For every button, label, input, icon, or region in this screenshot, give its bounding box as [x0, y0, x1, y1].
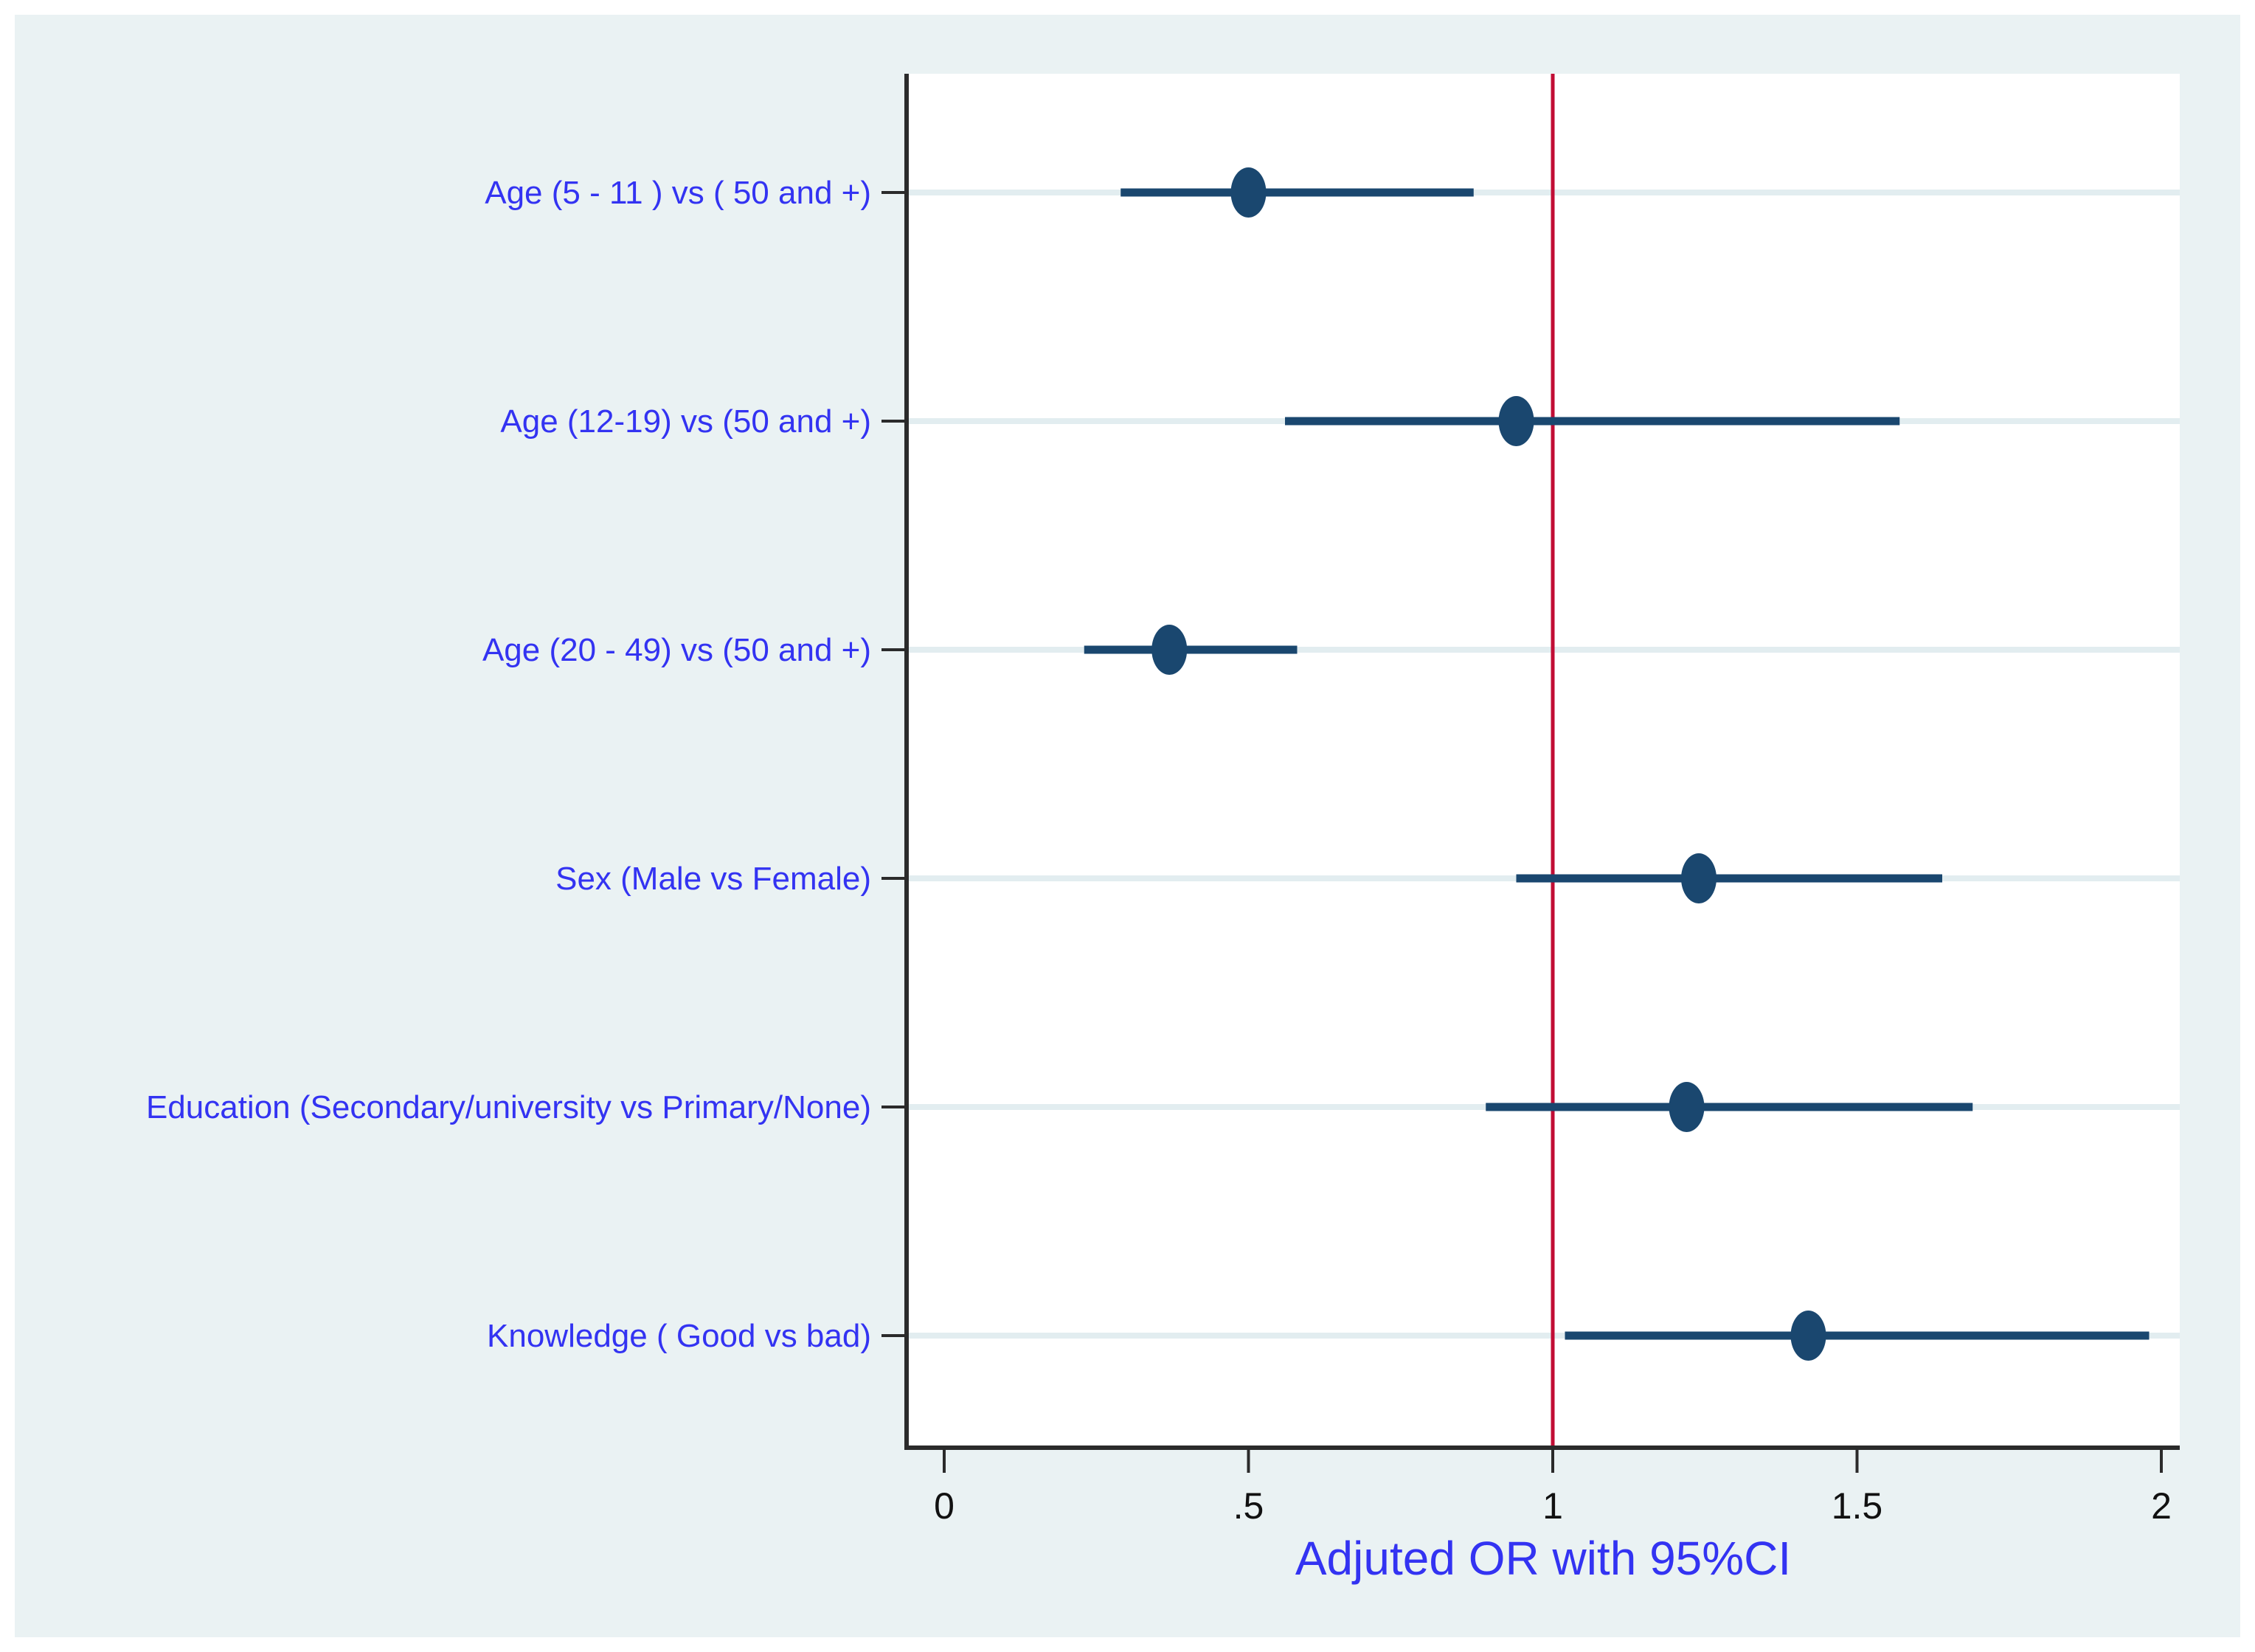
x-tick-label: 1	[1542, 1485, 1563, 1527]
or-marker	[1151, 625, 1188, 675]
axes-layer	[881, 74, 2180, 1473]
x-tick-label: 1.5	[1832, 1485, 1883, 1527]
category-label: Age (12-19) vs (50 and +)	[500, 403, 871, 440]
or-marker	[1498, 396, 1534, 446]
x-tick-label: 0	[934, 1485, 955, 1527]
category-label: Sex (Male vs Female)	[555, 861, 871, 897]
or-marker	[1790, 1311, 1826, 1361]
data-layer	[1084, 167, 2150, 1361]
category-label: Knowledge ( Good vs bad)	[487, 1318, 871, 1354]
or-marker	[1669, 1082, 1705, 1132]
labels-layer: Age (5 - 11 ) vs ( 50 and +) Age (12-19) …	[146, 175, 2172, 1527]
x-tick-label: .5	[1233, 1485, 1264, 1527]
plot-area	[907, 74, 2180, 1448]
category-label: Age (20 - 49) vs (50 and +)	[482, 632, 871, 668]
or-marker	[1230, 167, 1267, 218]
or-marker	[1681, 853, 1717, 903]
x-tick-label: 2	[2151, 1485, 2172, 1527]
category-label: Age (5 - 11 ) vs ( 50 and +)	[485, 175, 871, 211]
category-label: Education (Secondary/university vs Prima…	[146, 1089, 871, 1125]
x-axis-title: Adjuted OR with 95%CI	[1295, 1532, 1791, 1585]
